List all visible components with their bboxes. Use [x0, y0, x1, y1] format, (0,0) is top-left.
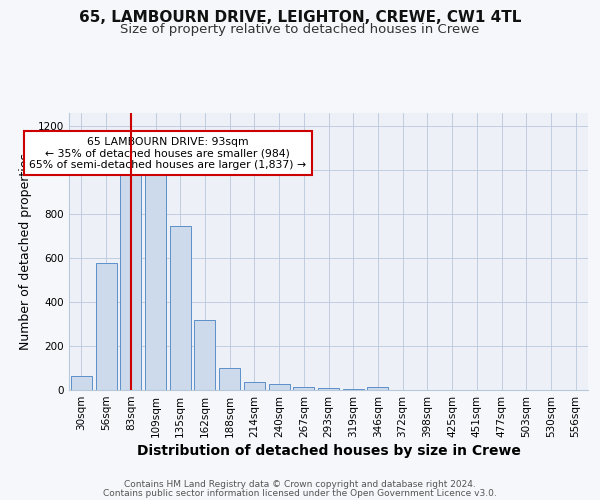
Text: Contains HM Land Registry data © Crown copyright and database right 2024.: Contains HM Land Registry data © Crown c… [124, 480, 476, 489]
Text: 65, LAMBOURN DRIVE, LEIGHTON, CREWE, CW1 4TL: 65, LAMBOURN DRIVE, LEIGHTON, CREWE, CW1… [79, 10, 521, 25]
Bar [71, 376, 92, 390]
Text: Contains public sector information licensed under the Open Government Licence v3: Contains public sector information licen… [103, 488, 497, 498]
Text: 65 LAMBOURN DRIVE: 93sqm
← 35% of detached houses are smaller (984)
65% of semi-: 65 LAMBOURN DRIVE: 93sqm ← 35% of detach… [29, 136, 307, 170]
Bar [120, 166, 141, 390]
Text: Size of property relative to detached houses in Crewe: Size of property relative to detached ho… [121, 22, 479, 36]
Bar [219, 368, 240, 390]
Bar [343, 389, 364, 390]
Bar [170, 226, 191, 390]
Y-axis label: Number of detached properties: Number of detached properties [19, 153, 32, 350]
Bar [318, 388, 339, 390]
Bar [367, 388, 388, 390]
X-axis label: Distribution of detached houses by size in Crewe: Distribution of detached houses by size … [137, 444, 520, 458]
Bar [145, 166, 166, 390]
Bar [244, 382, 265, 390]
Bar [194, 320, 215, 390]
Bar [95, 264, 116, 390]
Bar [269, 384, 290, 390]
Bar [293, 388, 314, 390]
